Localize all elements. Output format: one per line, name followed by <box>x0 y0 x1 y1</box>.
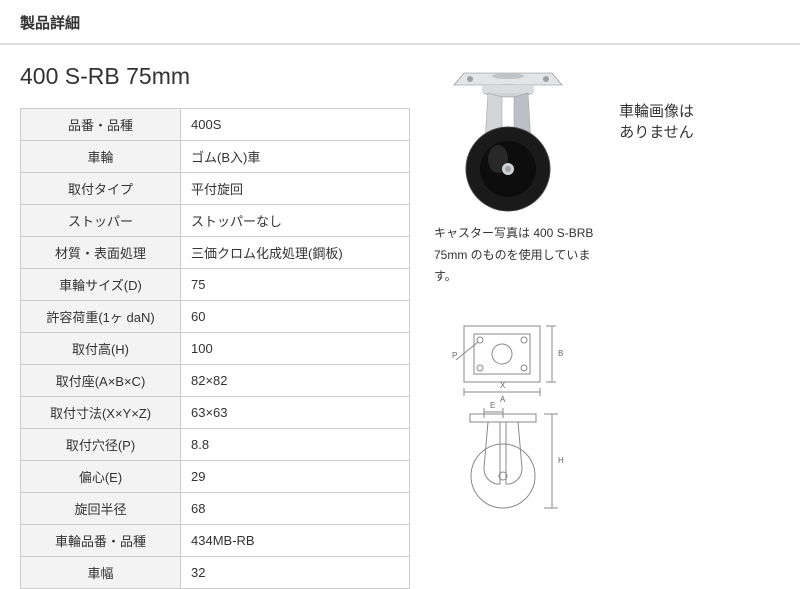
spec-label: 車輪 <box>21 141 181 173</box>
svg-text:H: H <box>558 456 564 465</box>
spec-value: 8.8 <box>181 429 410 461</box>
no-image-line2: ありません <box>619 122 694 143</box>
spec-value: 60 <box>181 301 410 333</box>
spec-value: ゴム(B入)車 <box>181 141 410 173</box>
table-row: 偏心(E)29 <box>21 461 410 493</box>
spec-value: ストッパーなし <box>181 205 410 237</box>
section-header: 製品詳細 <box>0 0 800 45</box>
table-row: 車輪品番・品種434MB-RB <box>21 525 410 557</box>
spec-value: 400S <box>181 109 410 141</box>
spec-label: 偏心(E) <box>21 461 181 493</box>
spec-value: 100 <box>181 333 410 365</box>
spec-value: 29 <box>181 461 410 493</box>
spec-value: 63×63 <box>181 397 410 429</box>
spec-tbody: 品番・品種400S車輪ゴム(B入)車取付タイプ平付旋回ストッパーストッパーなし材… <box>21 109 410 589</box>
table-row: 取付寸法(X×Y×Z)63×63 <box>21 397 410 429</box>
table-row: 車輪サイズ(D)75 <box>21 269 410 301</box>
caster-photo <box>434 63 582 215</box>
spec-table: 品番・品種400S車輪ゴム(B入)車取付タイプ平付旋回ストッパーストッパーなし材… <box>20 108 410 589</box>
table-row: 取付タイプ平付旋回 <box>21 173 410 205</box>
spec-label: 取付穴径(P) <box>21 429 181 461</box>
table-row: 品番・品種400S <box>21 109 410 141</box>
spec-label: 取付高(H) <box>21 333 181 365</box>
photo-caption: キャスター写真は 400 S-BRB 75mm のものを使用しています。 <box>434 223 599 288</box>
table-row: 取付穴径(P)8.8 <box>21 429 410 461</box>
table-row: 取付高(H)100 <box>21 333 410 365</box>
section-title: 製品詳細 <box>20 12 780 33</box>
left-column: 400 S-RB 75mm 品番・品種400S車輪ゴム(B入)車取付タイプ平付旋… <box>20 63 410 589</box>
no-image-line1: 車輪画像は <box>619 101 694 122</box>
table-row: 許容荷重(1ヶ daN)60 <box>21 301 410 333</box>
no-image-text: 車輪画像は ありません <box>619 101 694 143</box>
content: 400 S-RB 75mm 品番・品種400S車輪ゴム(B入)車取付タイプ平付旋… <box>0 45 800 589</box>
spec-label: 取付寸法(X×Y×Z) <box>21 397 181 429</box>
spec-label: 車輪サイズ(D) <box>21 269 181 301</box>
spec-label: 材質・表面処理 <box>21 237 181 269</box>
svg-text:E: E <box>490 401 495 410</box>
product-title: 400 S-RB 75mm <box>20 63 410 90</box>
spec-label: 取付タイプ <box>21 173 181 205</box>
spec-value: 平付旋回 <box>181 173 410 205</box>
photo-column: キャスター写真は 400 S-BRB 75mm のものを使用しています。 <box>434 63 599 589</box>
photo-caption-line1: キャスター写真は 400 S-BRB <box>434 223 599 245</box>
svg-text:P: P <box>452 351 457 360</box>
svg-text:B: B <box>558 349 563 358</box>
table-row: 材質・表面処理三価クロム化成処理(鋼板) <box>21 237 410 269</box>
table-row: 車輪ゴム(B入)車 <box>21 141 410 173</box>
table-row: ストッパーストッパーなし <box>21 205 410 237</box>
spec-label: 許容荷重(1ヶ daN) <box>21 301 181 333</box>
table-row: 旋回半径68 <box>21 493 410 525</box>
spec-value: 434MB-RB <box>181 525 410 557</box>
no-image-column: 車輪画像は ありません <box>619 63 694 589</box>
spec-label: 車輪品番・品種 <box>21 525 181 557</box>
svg-text:X: X <box>500 381 506 390</box>
spec-value: 75 <box>181 269 410 301</box>
table-row: 取付座(A×B×C)82×82 <box>21 365 410 397</box>
svg-text:A: A <box>500 395 506 404</box>
spec-label: 旋回半径 <box>21 493 181 525</box>
dimension-diagram: P B A X H E <box>434 318 579 518</box>
spec-value: 82×82 <box>181 365 410 397</box>
right-column: キャスター写真は 400 S-BRB 75mm のものを使用しています。 <box>434 63 780 589</box>
spec-label: ストッパー <box>21 205 181 237</box>
spec-value: 三価クロム化成処理(鋼板) <box>181 237 410 269</box>
spec-label: 取付座(A×B×C) <box>21 365 181 397</box>
photo-caption-line2: 75mm のものを使用しています。 <box>434 245 599 288</box>
spec-value: 68 <box>181 493 410 525</box>
spec-label: 品番・品種 <box>21 109 181 141</box>
